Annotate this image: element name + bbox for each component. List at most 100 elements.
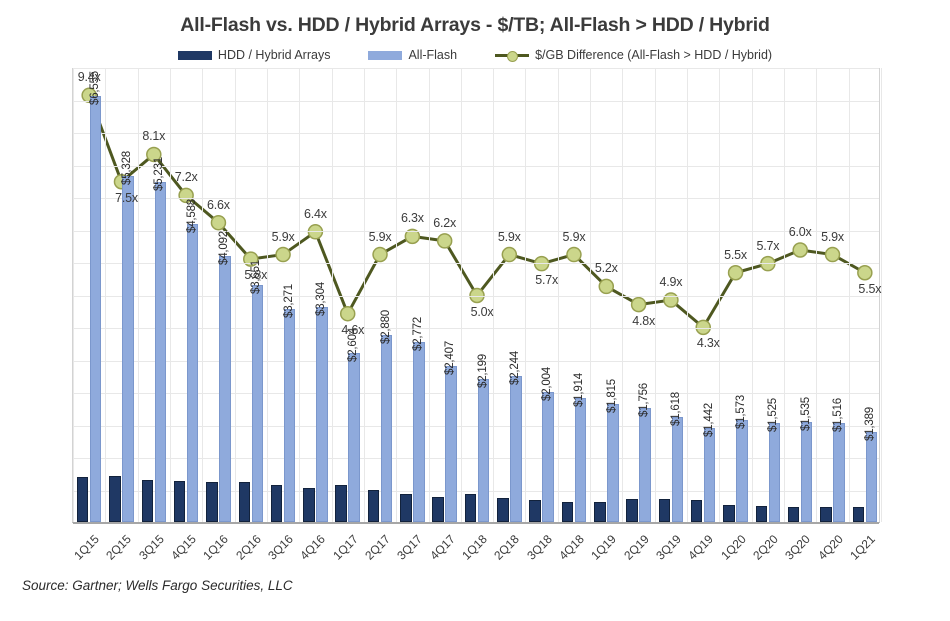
bar-all-flash[interactable]	[283, 309, 296, 522]
line-path-gb-difference	[87, 93, 867, 329]
bar-all-flash[interactable]	[89, 95, 102, 522]
bar-all-flash[interactable]	[768, 422, 781, 522]
bar-value-label-all-flash: $1,389	[864, 406, 877, 441]
bar-hdd-hybrid[interactable]	[787, 506, 800, 522]
bar-all-flash[interactable]	[380, 334, 393, 522]
bar-all-flash[interactable]	[800, 422, 813, 522]
bar-all-flash[interactable]	[639, 407, 651, 522]
bar-value-label-all-flash: $1,815	[605, 379, 618, 414]
bar-all-flash[interactable]	[186, 223, 199, 522]
legend-label-hdd: HDD / Hybrid Arrays	[217, 48, 331, 62]
line-point-label: 6.2x	[433, 215, 457, 230]
line-marker[interactable]	[372, 246, 388, 263]
bar-all-flash[interactable]	[477, 379, 490, 522]
bar-all-flash[interactable]	[445, 365, 457, 522]
gridline-horizontal	[73, 393, 879, 394]
line-marker[interactable]	[210, 214, 227, 231]
gridline-horizontal	[73, 198, 879, 199]
bar-all-flash[interactable]	[736, 419, 748, 522]
x-axis-tick: 2Q19	[620, 532, 652, 563]
line-marker[interactable]	[857, 265, 873, 281]
bar-hdd-hybrid[interactable]	[820, 507, 832, 522]
line-point-label: 4.6x	[341, 322, 365, 337]
bar-hdd-hybrid[interactable]	[335, 485, 347, 522]
bar-hdd-hybrid[interactable]	[367, 490, 380, 522]
bar-all-flash[interactable]	[348, 352, 360, 522]
bar-all-flash[interactable]	[154, 182, 167, 522]
bar-hdd-hybrid[interactable]	[755, 506, 768, 522]
legend-item-gb-difference[interactable]: $/GB Difference (All-Flash > HDD / Hybri…	[495, 48, 772, 62]
bar-hdd-hybrid[interactable]	[529, 499, 541, 522]
bar-all-flash[interactable]	[671, 416, 684, 522]
gridline-horizontal	[73, 425, 879, 427]
line-marker[interactable]	[630, 296, 647, 313]
line-marker[interactable]	[792, 242, 808, 258]
bar-hdd-hybrid[interactable]	[464, 493, 477, 522]
line-marker[interactable]	[824, 246, 841, 263]
line-marker[interactable]	[566, 246, 582, 263]
line-marker[interactable]	[436, 233, 453, 249]
bar-hdd-hybrid[interactable]	[561, 501, 574, 522]
bar-value-label-all-flash: $1,618	[670, 391, 683, 426]
bar-hdd-hybrid[interactable]	[723, 504, 735, 522]
bar-hdd-hybrid[interactable]	[690, 500, 703, 522]
x-axis-tick: 4Q17	[426, 532, 458, 563]
bar-all-flash[interactable]	[251, 284, 263, 522]
bar-hdd-hybrid[interactable]	[76, 476, 89, 522]
bar-all-flash[interactable]	[542, 391, 554, 522]
bar-hdd-hybrid[interactable]	[497, 498, 509, 522]
gridline-vertical	[784, 68, 786, 522]
bar-hdd-hybrid[interactable]	[173, 480, 186, 522]
bar-all-flash[interactable]	[413, 341, 425, 522]
bar-hdd-hybrid[interactable]	[206, 482, 218, 522]
bar-value-label-all-flash: $1,756	[638, 382, 651, 417]
line-marker[interactable]	[275, 246, 291, 263]
bar-hdd-hybrid[interactable]	[270, 485, 283, 522]
gridline-vertical	[137, 68, 139, 522]
x-axis-tick: 3Q15	[136, 532, 167, 563]
line-marker[interactable]	[598, 278, 615, 295]
bar-hdd-hybrid[interactable]	[141, 480, 154, 522]
bar-all-flash[interactable]	[316, 307, 328, 522]
bar-hdd-hybrid[interactable]	[238, 481, 250, 522]
bar-all-flash[interactable]	[865, 431, 878, 522]
gridline-vertical	[460, 68, 462, 522]
line-marker[interactable]	[339, 305, 356, 322]
gridline-vertical	[363, 68, 365, 522]
line-marker[interactable]	[307, 224, 324, 240]
line-point-label: 8.1x	[142, 129, 166, 144]
bar-value-label-all-flash: $4,092	[217, 231, 230, 266]
bar-value-label-all-flash: $1,914	[573, 372, 586, 407]
bar-all-flash[interactable]	[122, 175, 134, 522]
bar-all-flash[interactable]	[510, 376, 522, 522]
bar-hdd-hybrid[interactable]	[594, 501, 606, 522]
gridline-horizontal	[73, 165, 879, 167]
bar-hdd-hybrid[interactable]	[400, 493, 412, 522]
bar-hdd-hybrid[interactable]	[852, 507, 865, 522]
bar-hdd-hybrid[interactable]	[432, 497, 444, 522]
bar-hdd-hybrid[interactable]	[109, 475, 121, 522]
legend-item-all-flash[interactable]: All-Flash	[368, 48, 457, 62]
bar-all-flash[interactable]	[574, 397, 587, 522]
bar-value-label-all-flash: $2,199	[476, 354, 489, 389]
legend-item-hdd-hybrid-arrays[interactable]: HDD / Hybrid Arrays	[177, 48, 331, 62]
gridline-vertical	[266, 68, 268, 522]
line-marker[interactable]	[501, 246, 518, 263]
bar-all-flash[interactable]	[607, 404, 619, 522]
gridline-horizontal	[73, 100, 879, 102]
x-axis-tick: 3Q16	[265, 532, 296, 563]
bar-all-flash[interactable]	[703, 428, 716, 522]
line-point-label: 5.9x	[271, 229, 295, 244]
bar-value-label-all-flash: $2,772	[411, 316, 424, 351]
line-marker[interactable]	[727, 265, 744, 281]
bar-hdd-hybrid[interactable]	[626, 499, 638, 522]
bar-all-flash[interactable]	[219, 256, 231, 522]
bar-all-flash[interactable]	[833, 423, 845, 522]
x-axis-tick: 4Q16	[297, 532, 329, 563]
x-axis-tick: 4Q20	[814, 532, 846, 563]
gridline-horizontal	[73, 133, 879, 134]
gridline-horizontal	[73, 523, 879, 524]
bar-hdd-hybrid[interactable]	[658, 499, 671, 522]
x-axis-tick: 1Q16	[200, 532, 232, 563]
bar-hdd-hybrid[interactable]	[303, 488, 315, 522]
